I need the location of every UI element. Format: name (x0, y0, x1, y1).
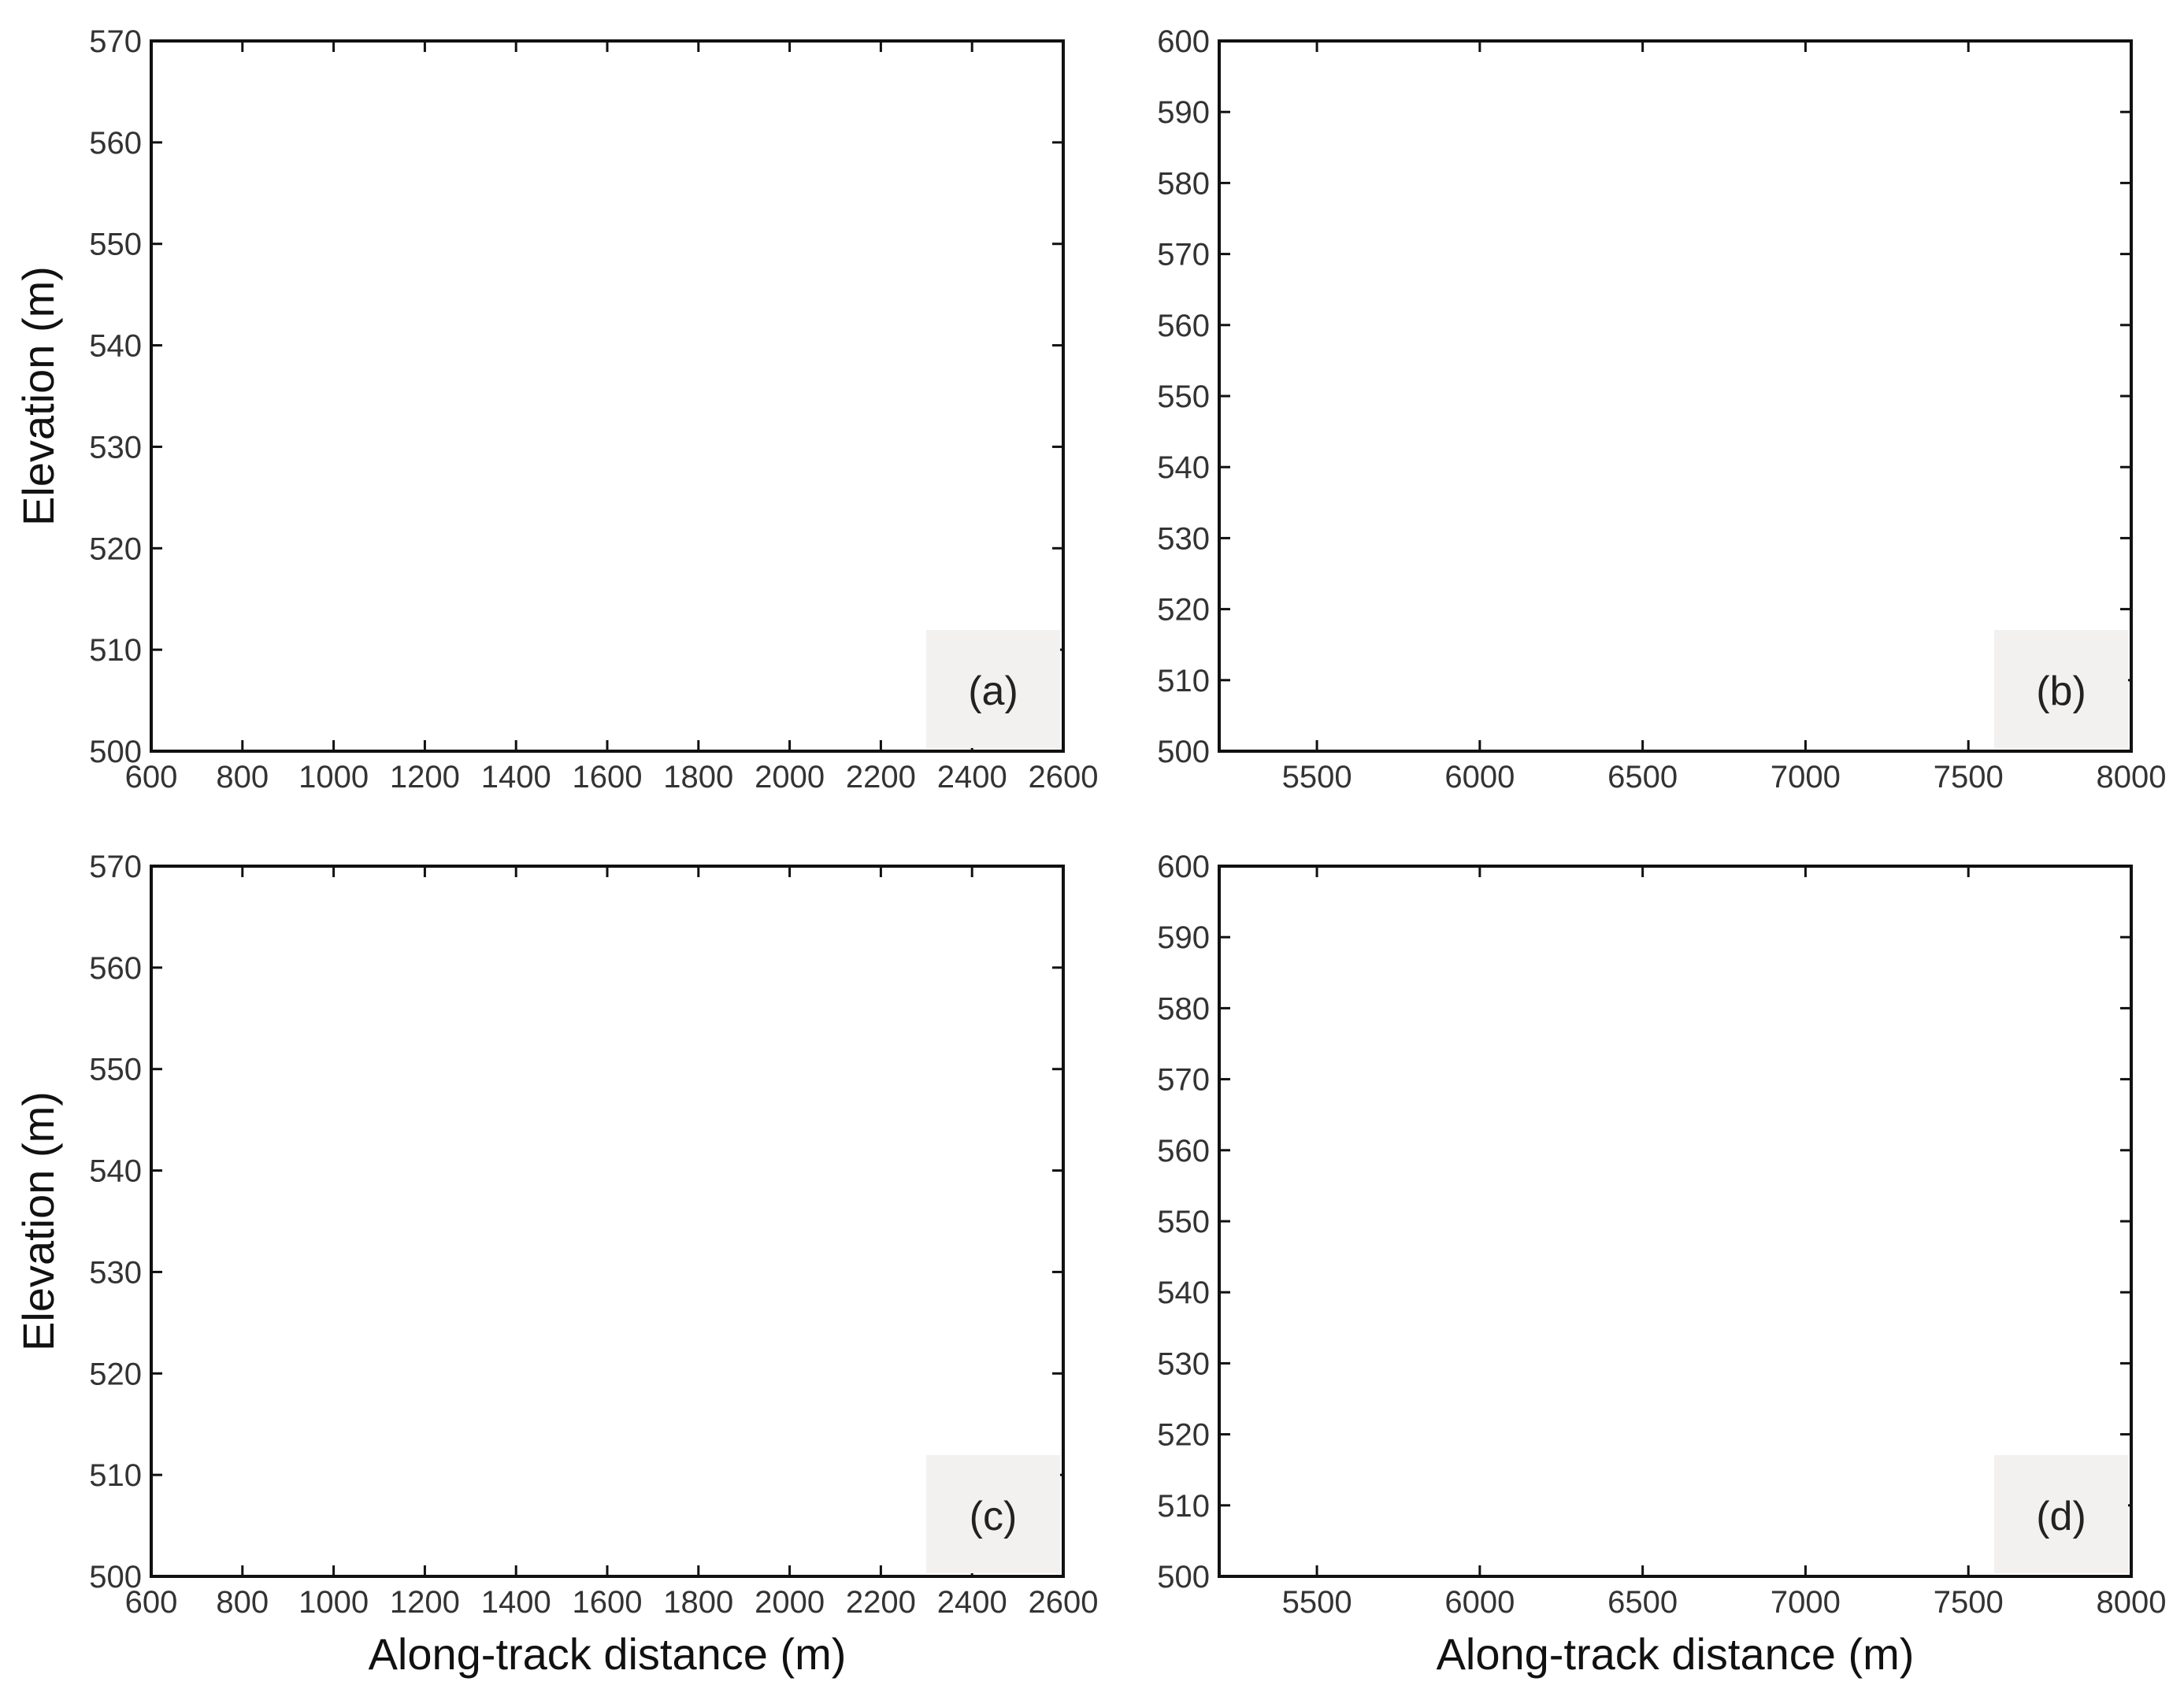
panel-label: (a) (968, 669, 1018, 714)
plot-frame (150, 39, 1065, 753)
x-tick-label: 2600 (1029, 760, 1099, 794)
x-tick-label: 2200 (846, 760, 916, 794)
y-tick-label: 510 (89, 633, 142, 668)
y-tick-label: 520 (89, 531, 142, 566)
x-tick-label: 1400 (481, 760, 551, 794)
panel-b: 5500 6000 6500 7000 7500 80005005105205305405… (1157, 24, 2166, 794)
y-tick-label: 530 (89, 430, 142, 465)
y-tick-label: 550 (89, 228, 142, 262)
x-tick-label: 1600 (573, 760, 643, 794)
y-tick-label: 570 (89, 24, 142, 59)
x-tick-label: 1000 (298, 760, 369, 794)
panel-a: 600 800 1000 1200 1400 1600 1800 2000 2200 2400 26… (13, 24, 1098, 794)
panel-label-box (926, 630, 1060, 748)
y-tick-label: 540 (89, 329, 142, 364)
x-tick-label: 800 (216, 760, 269, 794)
x-tick-label: 1800 (663, 760, 733, 794)
x-tick-label: 600 (125, 760, 178, 794)
y-axis-title: Elevation (m) (13, 266, 63, 526)
y-tick-label: 500 (89, 735, 142, 769)
y-tick-label: 560 (89, 126, 142, 161)
x-tick-label: 2400 (937, 760, 1007, 794)
x-tick-label: 2000 (755, 760, 825, 794)
x-tick-label: 1200 (390, 760, 460, 794)
